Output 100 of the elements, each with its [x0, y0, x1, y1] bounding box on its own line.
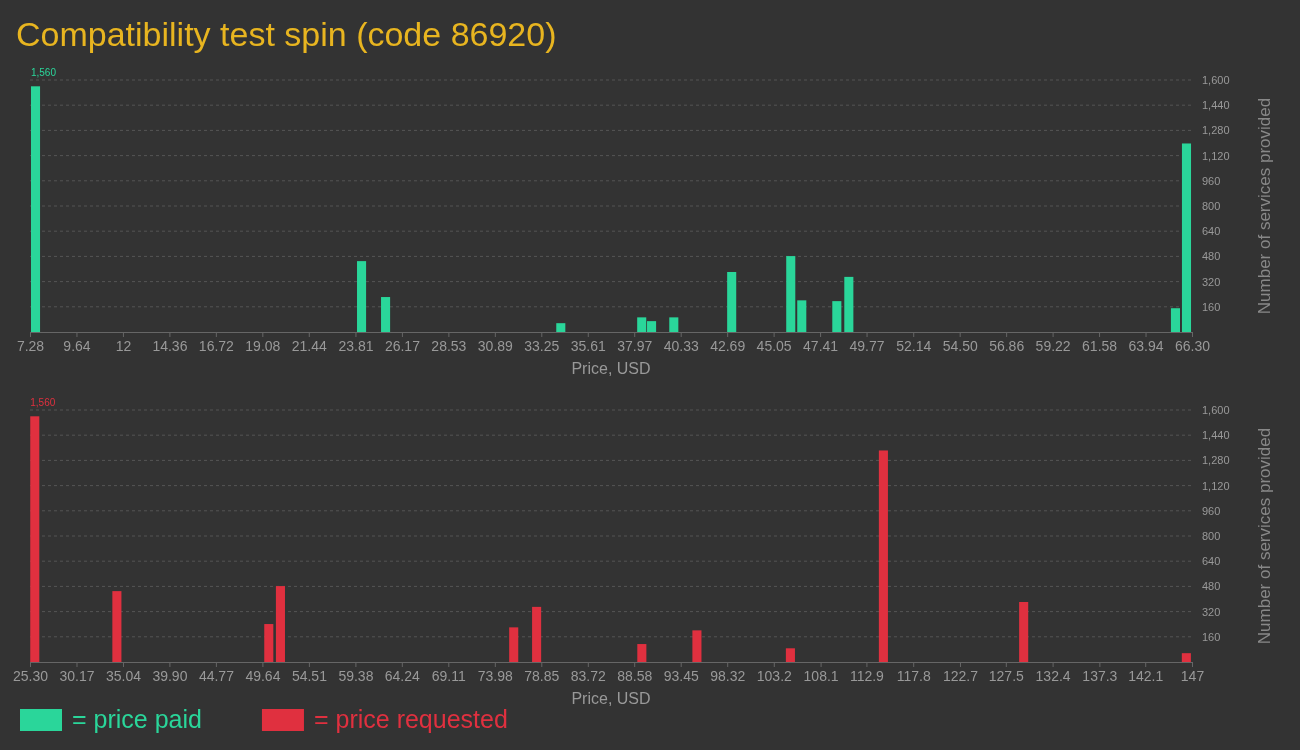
y-axis-title: Number of services provided — [1255, 97, 1274, 315]
bar — [1019, 601, 1029, 662]
x-tick-label: 103.2 — [756, 667, 793, 684]
x-tick-label: 137.3 — [1082, 667, 1118, 684]
x-tick-label: 49.77 — [849, 337, 885, 354]
x-tick-label: 47.41 — [803, 337, 839, 354]
bar — [112, 591, 122, 662]
x-tick-label: 23.81 — [338, 337, 374, 354]
x-tick-label: 54.51 — [291, 667, 328, 684]
bar — [1170, 308, 1180, 332]
bar — [1181, 143, 1192, 332]
x-tick-label: 98.32 — [710, 667, 746, 684]
bar — [30, 416, 40, 662]
x-tick-label: 147 — [1180, 667, 1205, 684]
x-tick-label: 117.8 — [896, 667, 931, 684]
chart-title: Compatibility test spin (code 86920) — [16, 15, 557, 53]
y-tick-label: 1,600 — [1202, 404, 1230, 417]
data-label: 1,560 — [30, 397, 56, 409]
x-tick-label: 122.7 — [942, 667, 979, 684]
y-tick-label: 1,440 — [1202, 99, 1230, 112]
bar — [797, 300, 807, 332]
x-tick-label: 52.14 — [896, 337, 932, 354]
bar — [786, 256, 796, 332]
x-tick-label: 30.17 — [59, 667, 95, 684]
y-tick-label: 640 — [1202, 225, 1221, 238]
x-tick-label: 127.5 — [988, 667, 1025, 684]
bar — [878, 450, 888, 662]
bar — [692, 630, 702, 662]
bar — [509, 627, 519, 662]
y-tick-label: 1,280 — [1202, 124, 1230, 137]
x-tick-label: 78.85 — [524, 667, 560, 684]
x-tick-label: 40.33 — [663, 337, 699, 354]
x-tick-label: 19.08 — [245, 337, 281, 354]
x-tick-label: 14.36 — [152, 337, 188, 354]
y-tick-label: 1,120 — [1202, 149, 1230, 162]
bar — [727, 271, 737, 332]
x-tick-label: 25.30 — [12, 667, 49, 684]
x-tick-label: 59.22 — [1035, 337, 1071, 354]
x-axis-title: Price, USD — [571, 690, 651, 707]
y-tick-label: 960 — [1202, 174, 1221, 187]
x-tick-label: 93.45 — [663, 667, 699, 684]
x-tick-label: 64.24 — [384, 667, 421, 684]
x-tick-label: 26.17 — [384, 337, 421, 354]
data-label: 1,560 — [30, 67, 57, 79]
x-tick-label: 44.77 — [198, 667, 235, 684]
x-tick-label: 9.64 — [63, 337, 91, 354]
legend-label: = price paid — [72, 705, 202, 733]
x-tick-label: 42.69 — [710, 337, 746, 354]
legend-label: = price requested — [313, 705, 508, 733]
y-tick-label: 320 — [1202, 275, 1221, 288]
x-tick-label: 39.90 — [152, 667, 188, 684]
x-tick-label: 63.94 — [1128, 337, 1164, 354]
bar — [1181, 653, 1191, 662]
bar — [637, 644, 647, 662]
x-tick-label: 56.86 — [989, 337, 1025, 354]
x-tick-label: 16.72 — [198, 337, 235, 354]
y-tick-label: 480 — [1202, 580, 1221, 593]
x-tick-label: 108.1 — [803, 667, 839, 684]
y-tick-label: 1,280 — [1202, 454, 1230, 467]
x-tick-label: 142.1 — [1128, 667, 1164, 684]
y-tick-label: 960 — [1202, 504, 1221, 517]
x-tick-label: 132.4 — [1035, 667, 1071, 684]
y-tick-label: 1,440 — [1202, 429, 1230, 442]
bar — [556, 323, 566, 332]
bar — [30, 86, 41, 332]
x-tick-label: 88.58 — [617, 667, 653, 684]
bar — [844, 276, 854, 332]
bar — [264, 624, 274, 662]
x-tick-label: 112.9 — [849, 667, 885, 684]
x-tick-label: 21.44 — [291, 337, 328, 354]
x-tick-label: 28.53 — [431, 337, 467, 354]
x-tick-label: 49.64 — [245, 667, 281, 684]
x-tick-label: 69.11 — [431, 667, 467, 684]
bar — [832, 301, 842, 332]
x-tick-label: 54.50 — [942, 337, 978, 354]
x-tick-label: 33.25 — [524, 337, 560, 354]
bar — [275, 586, 285, 662]
x-tick-label: 59.38 — [338, 667, 374, 684]
y-tick-label: 640 — [1202, 555, 1221, 568]
y-tick-label: 320 — [1202, 605, 1221, 618]
bar — [357, 261, 367, 332]
y-tick-label: 1,120 — [1202, 479, 1230, 492]
bar — [785, 648, 795, 662]
x-tick-label: 83.72 — [570, 667, 607, 684]
x-tick-label: 61.58 — [1082, 337, 1118, 354]
x-tick-label: 35.04 — [105, 667, 142, 684]
x-tick-label: 30.89 — [477, 337, 514, 354]
x-axis-title: Price, USD — [571, 360, 651, 377]
x-tick-label: 37.97 — [617, 337, 653, 354]
y-tick-label: 160 — [1202, 630, 1221, 643]
x-tick-label: 12 — [115, 337, 132, 354]
y-tick-label: 480 — [1202, 250, 1221, 263]
x-tick-label: 35.61 — [570, 337, 606, 354]
y-tick-label: 1,600 — [1202, 74, 1230, 87]
y-tick-label: 800 — [1202, 530, 1221, 543]
y-axis-title: Number of services provided — [1255, 427, 1274, 645]
bar — [532, 606, 542, 662]
x-tick-label: 73.98 — [477, 667, 514, 684]
y-tick-label: 160 — [1202, 300, 1221, 313]
bar — [669, 317, 679, 332]
